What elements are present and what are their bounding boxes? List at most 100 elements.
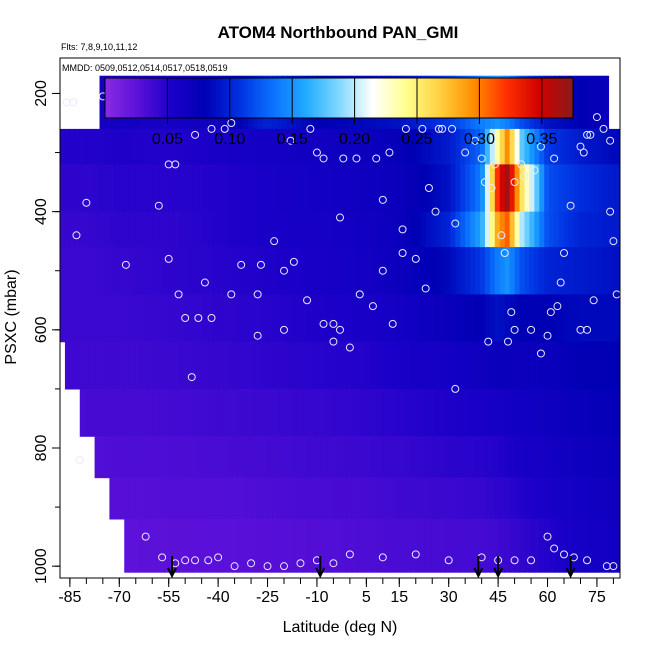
heatmap-cell [316, 436, 323, 479]
heatmap-cell [534, 388, 540, 437]
heatmap-cell [386, 211, 392, 248]
heatmap-cell [509, 128, 516, 165]
heatmap-cell [237, 211, 244, 248]
heatmap-cell [297, 477, 303, 520]
sample-point [207, 124, 216, 133]
heatmap-cell [489, 436, 496, 479]
heatmap-cell [504, 477, 511, 520]
heatmap-cell [400, 477, 407, 520]
heatmap-cell [297, 164, 303, 213]
heatmap-cell [554, 247, 560, 295]
heatmap-cell [534, 436, 540, 479]
heatmap-cell [400, 247, 407, 295]
heatmap-cell [237, 164, 244, 213]
heatmap-cell [366, 477, 372, 520]
sample-point [296, 559, 305, 568]
sample-point [510, 325, 519, 334]
heatmap-cell [618, 247, 620, 295]
heatmap-cell [554, 128, 560, 165]
heatmap-cell [356, 518, 363, 573]
heatmap-cell [613, 518, 619, 573]
heatmap-cell [316, 164, 323, 213]
sample-point [451, 384, 460, 393]
heatmap-cell [573, 211, 580, 248]
heatmap-cell [346, 477, 353, 520]
heatmap-cell [460, 518, 466, 573]
heatmap-cell [430, 436, 437, 479]
heatmap-cell [494, 247, 501, 295]
sample-point [434, 124, 443, 133]
plot-frame [59, 57, 621, 579]
heatmap-cell [603, 518, 610, 573]
heatmap-cell [336, 436, 343, 479]
heatmap-cell [193, 128, 199, 165]
heatmap-cell [618, 477, 620, 520]
heatmap-cell [336, 388, 343, 437]
sample-point [553, 302, 562, 311]
heatmap-cell [262, 477, 269, 520]
heatmap-cell [208, 211, 214, 248]
heatmap-cell [549, 436, 555, 479]
heatmap-cell [435, 128, 442, 165]
sample-point [444, 556, 453, 565]
heatmap-cell [386, 341, 392, 390]
heatmap-cell [371, 294, 377, 343]
heatmap-cell [326, 341, 333, 390]
heatmap-cell [405, 164, 412, 213]
heatmap-cell [524, 341, 531, 390]
heatmap-cell [420, 341, 427, 390]
heatmap-cell [534, 477, 540, 520]
heatmap-cell [144, 164, 150, 213]
heatmap-cell [257, 128, 264, 165]
heatmap-cell [173, 211, 180, 248]
heatmap-cell [178, 518, 185, 573]
heatmap-cell [529, 341, 535, 390]
heatmap-cell [144, 388, 150, 437]
heatmap-cell [514, 388, 521, 437]
heatmap-cell [267, 388, 274, 437]
heatmap-cell [119, 211, 125, 248]
heatmap-cell [583, 211, 590, 248]
heatmap-cell [84, 294, 91, 343]
heatmap-cell [549, 341, 555, 390]
sample-point [546, 308, 555, 317]
heatmap-cell [312, 164, 318, 213]
heatmap-cell [396, 128, 402, 165]
heatmap-cell [104, 341, 111, 390]
heatmap-cell [494, 477, 501, 520]
heatmap-cell [69, 247, 76, 295]
heatmap-cell [559, 211, 565, 248]
heatmap-cell [307, 341, 313, 390]
heatmap-cell [484, 294, 491, 343]
heatmap-cell [445, 128, 451, 165]
heatmap-cell [509, 294, 516, 343]
heatmap-cell [89, 164, 96, 213]
heatmap-cell [272, 388, 279, 437]
heatmap-cell [534, 294, 540, 343]
heatmap-cell [168, 518, 175, 573]
heatmap-cell [198, 518, 204, 573]
heatmap-cell [104, 128, 111, 165]
heatmap-cell [559, 341, 565, 390]
heatmap-cell [302, 247, 308, 295]
heatmap-cell [173, 128, 180, 165]
heatmap-cell [391, 211, 397, 248]
heatmap-cell [312, 211, 318, 248]
heatmap-cell [139, 477, 145, 520]
heatmap-cell [336, 341, 343, 390]
sample-point [174, 290, 183, 299]
heatmap-cell [99, 211, 106, 248]
heatmap-cell [608, 388, 615, 437]
heatmap-cell [608, 436, 615, 479]
sample-point [247, 559, 256, 568]
heatmap-cell [445, 388, 451, 437]
heatmap-cell [282, 518, 288, 573]
heatmap-cell [376, 477, 382, 520]
sample-point [187, 373, 196, 382]
heatmap-cell [326, 294, 333, 343]
heatmap-cell [356, 477, 363, 520]
heatmap-cell [425, 128, 432, 165]
y-tick-label: 200 [33, 80, 50, 107]
heatmap-cell [228, 128, 234, 165]
heatmap-cell [578, 518, 585, 573]
